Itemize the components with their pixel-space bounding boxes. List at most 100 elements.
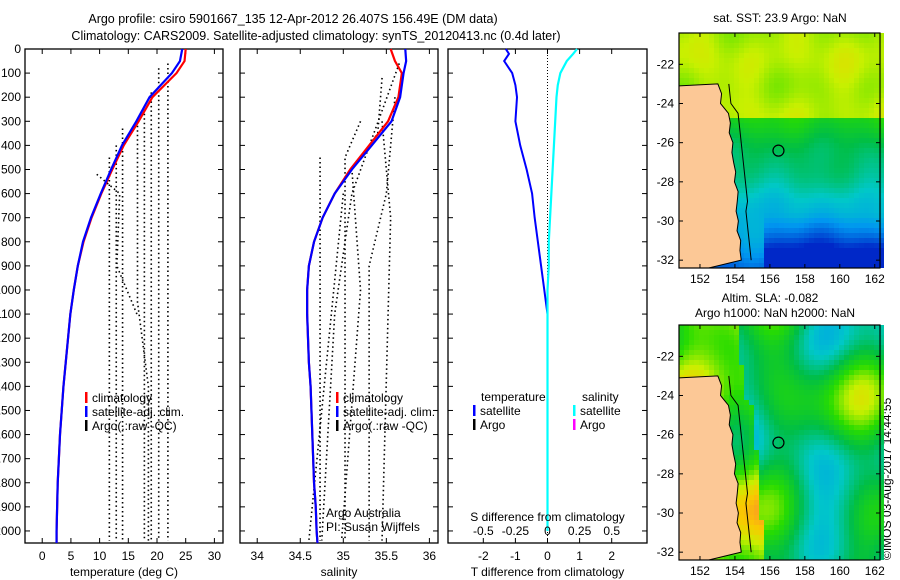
map-pixel (864, 98, 869, 103)
map-pixel (874, 68, 879, 73)
map-pixel (779, 88, 784, 93)
map-pixel (804, 178, 809, 183)
map-pixel (854, 138, 859, 143)
map-pixel (859, 208, 864, 213)
map-pixel (764, 510, 769, 515)
map-pixel (834, 263, 839, 268)
map-pixel (704, 360, 709, 365)
map-pixel (864, 355, 869, 360)
map-pixel (859, 455, 864, 460)
map-pixel (879, 93, 884, 98)
map-pixel (684, 365, 689, 370)
map-pixel (794, 370, 799, 375)
map-pixel (804, 103, 809, 108)
map-pixel (849, 58, 854, 63)
map-pixel (739, 63, 744, 68)
map-pixel (839, 133, 844, 138)
map-pixel (819, 490, 824, 495)
map-pixel (699, 43, 704, 48)
legend-swatch (473, 405, 476, 416)
map-pixel (744, 118, 749, 123)
map-pixel (819, 360, 824, 365)
map-pixel (839, 470, 844, 475)
map-pixel (714, 330, 719, 335)
map-pixel (754, 38, 759, 43)
map-pixel (864, 68, 869, 73)
map-pixel (829, 233, 834, 238)
map-pixel (739, 430, 744, 435)
map-pixel (779, 455, 784, 460)
map-pixel (809, 395, 814, 400)
map-pixel (744, 400, 749, 405)
map-pixel (784, 430, 789, 435)
map-pixel (824, 103, 829, 108)
map-pixel (869, 555, 874, 560)
map-pixel (869, 385, 874, 390)
map-pixel (814, 415, 819, 420)
map-pixel (754, 525, 759, 530)
map-pixel (719, 340, 724, 345)
map-pixel (804, 545, 809, 550)
map-pixel (869, 228, 874, 233)
map-pixel (864, 133, 869, 138)
map-pixel (874, 48, 879, 53)
map-pixel (854, 223, 859, 228)
map-pixel (714, 53, 719, 58)
map-pixel (804, 405, 809, 410)
map-pixel (789, 390, 794, 395)
map-pixel (784, 510, 789, 515)
map-pixel (869, 430, 874, 435)
map-pixel (839, 203, 844, 208)
map-pixel (874, 168, 879, 173)
map-pixel (814, 43, 819, 48)
map-pixel (814, 198, 819, 203)
map-pixel (824, 365, 829, 370)
map-pixel (769, 490, 774, 495)
map-pixel (744, 138, 749, 143)
map-pixel (819, 203, 824, 208)
map-pixel (804, 495, 809, 500)
map-pixel (739, 500, 744, 505)
map-pixel (769, 133, 774, 138)
map-pixel (804, 153, 809, 158)
map-pixel (754, 203, 759, 208)
map-pixel (764, 203, 769, 208)
map-pixel (864, 440, 869, 445)
map-pixel (764, 425, 769, 430)
map-pixel (754, 153, 759, 158)
map-pixel (849, 485, 854, 490)
map-pixel (744, 33, 749, 38)
map-pixel (819, 103, 824, 108)
map-pixel (869, 335, 874, 340)
map-pixel (844, 425, 849, 430)
map-pixel (814, 113, 819, 118)
map-pixel (769, 43, 774, 48)
map-pixel (784, 163, 789, 168)
map-pixel (794, 93, 799, 98)
map-pixel (829, 73, 834, 78)
map-pixel (814, 118, 819, 123)
map-pixel (839, 223, 844, 228)
map-pixel (734, 118, 739, 123)
map-pixel (814, 395, 819, 400)
map-pixel (854, 173, 859, 178)
map-pixel (774, 63, 779, 68)
map-pixel (734, 325, 739, 330)
map-pixel (849, 370, 854, 375)
map-pixel (804, 63, 809, 68)
map-pixel (859, 465, 864, 470)
map-pixel (764, 243, 769, 248)
map-pixel (769, 178, 774, 183)
map-pixel (874, 330, 879, 335)
map-pixel (879, 525, 884, 530)
map-pixel (869, 515, 874, 520)
map-pixel (804, 213, 809, 218)
map-pixel (839, 475, 844, 480)
map-pixel (774, 490, 779, 495)
map-pixel (809, 375, 814, 380)
map-pixel (724, 48, 729, 53)
map-pixel (739, 420, 744, 425)
map-pixel (829, 208, 834, 213)
map-pixel (764, 198, 769, 203)
map-pixel (814, 335, 819, 340)
